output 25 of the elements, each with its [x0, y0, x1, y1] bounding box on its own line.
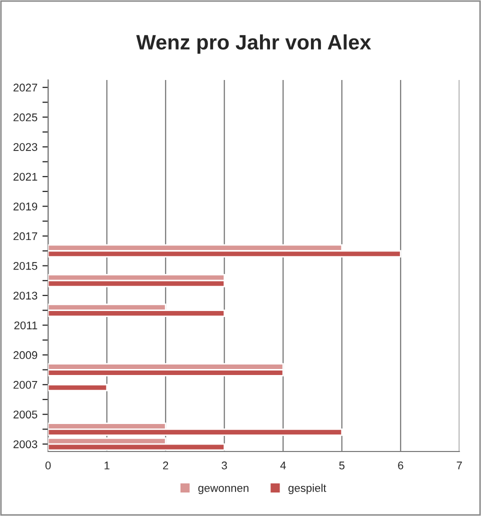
x-tick-label: 1: [104, 462, 110, 470]
y-tick-label: 2015: [14, 262, 38, 270]
y-tick-label: 2013: [14, 292, 38, 300]
legend-label: gewonnen: [198, 486, 248, 494]
y-tick-label: 2005: [14, 410, 38, 418]
x-tick-label: 3: [222, 462, 227, 470]
x-tick-label: 5: [339, 462, 344, 470]
x-tick-label: 7: [456, 462, 462, 470]
x-tick-label: 6: [398, 462, 404, 470]
y-tick-label: 2019: [14, 202, 38, 210]
y-tick-label: 2011: [14, 321, 38, 330]
y-tick-label: 2027: [14, 84, 38, 92]
y-tick-label: 2023: [14, 143, 38, 151]
y-tick-label: 2009: [14, 351, 38, 360]
bar: [48, 384, 108, 392]
y-tick-label: 2017: [14, 232, 38, 240]
x-tick-label: 2: [163, 462, 168, 470]
x-tick-label: 4: [280, 462, 286, 470]
legend-label: gespielt: [288, 484, 326, 494]
y-tick-label: 2025: [14, 113, 38, 122]
chart-title: Wenz pro Jahr von Alex: [136, 34, 372, 54]
y-tick-label: 2003: [14, 440, 38, 448]
y-tick-label: 2007: [14, 380, 38, 389]
x-tick-label: 0: [45, 462, 51, 470]
y-tick-label: 2021: [14, 172, 38, 181]
